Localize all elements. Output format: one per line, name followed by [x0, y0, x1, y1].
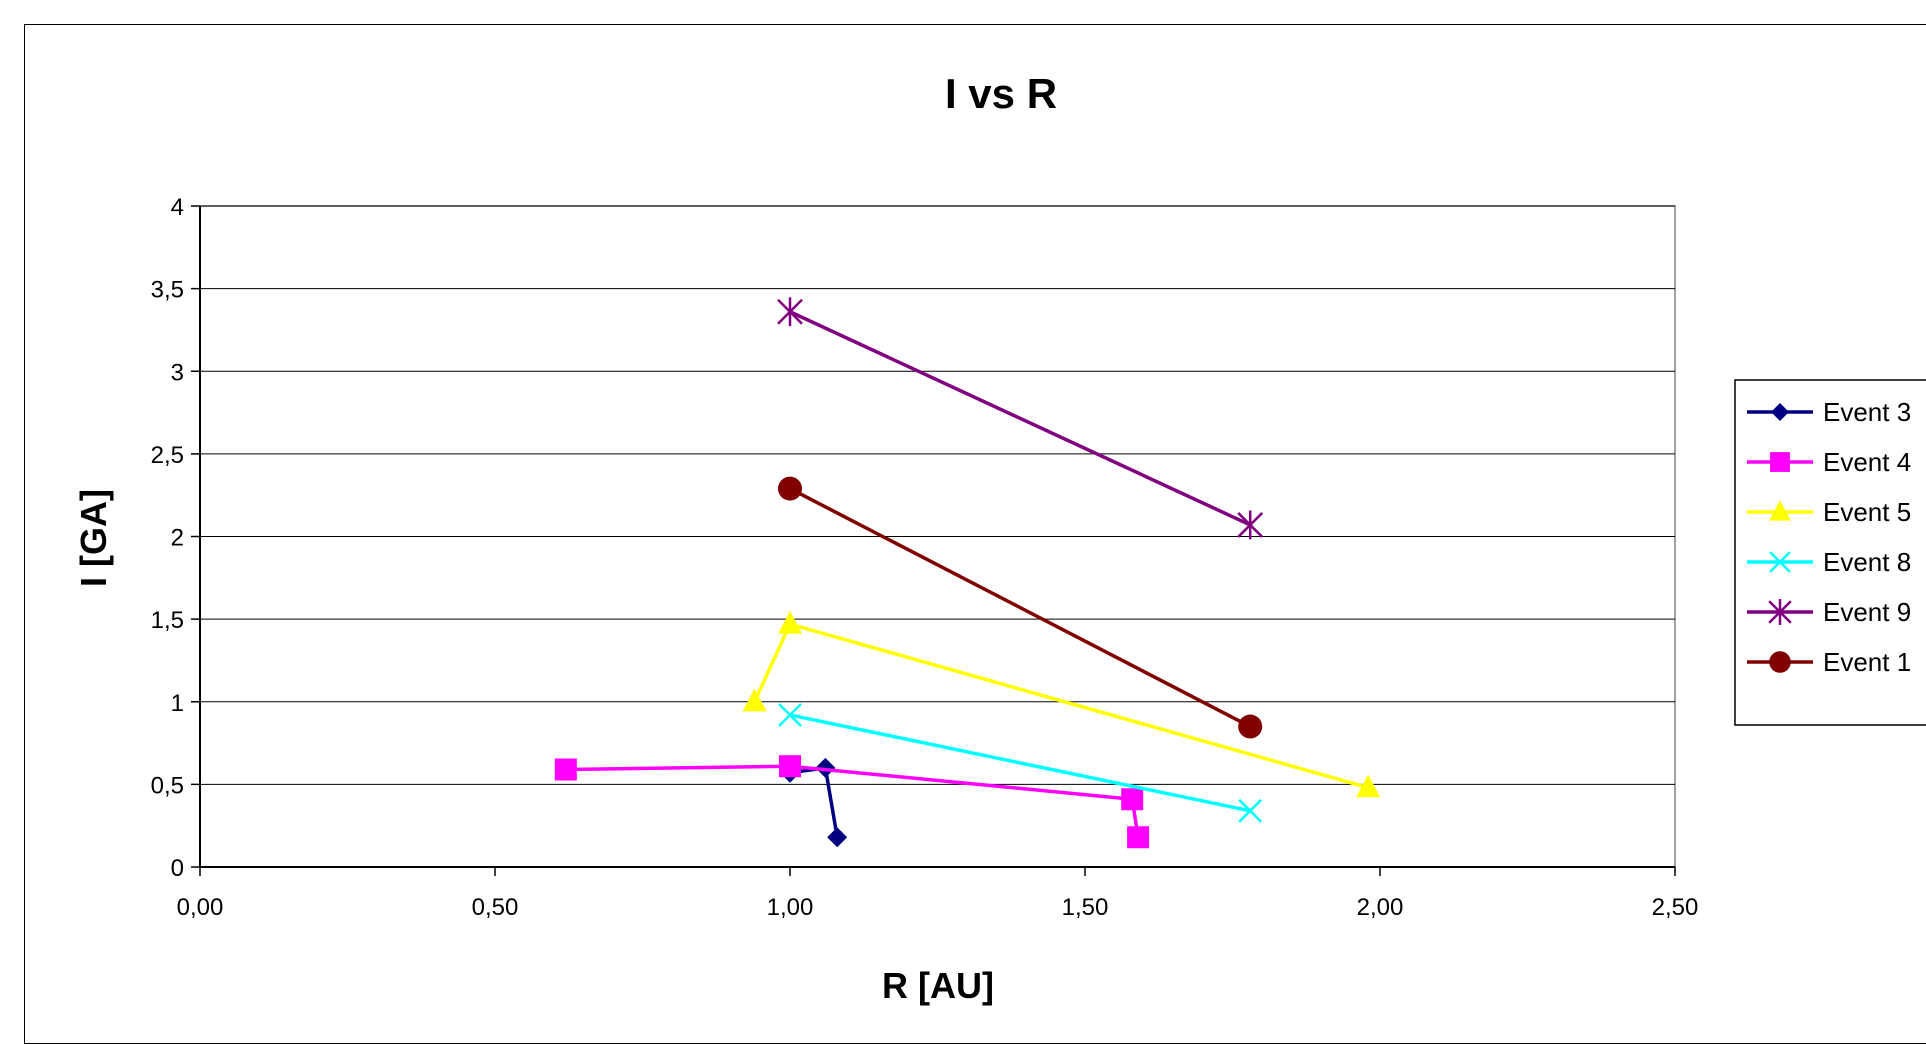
y-tick-label: 3,5	[151, 277, 184, 304]
legend-label: Event 3	[1823, 397, 1911, 427]
legend-label: Event 1	[1823, 647, 1911, 677]
legend-marker	[1769, 500, 1791, 521]
tick-labels: 0 0,5 1 1,5 2 2,5 3 3,5 4 0,00 0,50 1,00 1,50 2,00 2,5…	[151, 194, 1699, 921]
data-point-event-9	[1237, 510, 1264, 540]
data-point-event-8	[1238, 798, 1263, 823]
y-tick-label: 2,5	[151, 442, 184, 469]
x-axis-label: R [AU]	[882, 965, 994, 1006]
legend-item-event-8: Event 8	[1747, 547, 1911, 577]
legend-box	[1734, 379, 1926, 726]
data-point-event-4	[554, 758, 577, 781]
series-event-8	[778, 703, 1263, 823]
legend-label: Event 4	[1823, 447, 1911, 477]
y-tick-label: 4	[171, 194, 184, 221]
legend-marker	[1768, 599, 1792, 625]
y-tick-label: 2	[171, 525, 184, 552]
legend-label: Event 5	[1823, 497, 1911, 527]
series-event-5	[742, 610, 1381, 798]
legend-item-event-9: Event 9	[1747, 597, 1911, 627]
legend-item-event-1: Event 1	[1747, 647, 1911, 677]
data-point-event-8	[778, 703, 802, 727]
series-event-1	[778, 476, 1263, 739]
data-point-event-5	[1356, 774, 1381, 798]
x-tick-label: 0,00	[177, 894, 224, 921]
legend-label: Event 8	[1823, 547, 1911, 577]
legend: Event 3 Event 4 Event 5 Event 8 Event 9 Event…	[1734, 379, 1926, 726]
y-tick-label: 0	[171, 855, 184, 882]
data-point-event-3	[827, 827, 848, 848]
chart-title: I vs R	[945, 70, 1057, 117]
y-tick-label: 3	[171, 359, 184, 386]
gridlines	[200, 205, 1675, 785]
series-event-4	[554, 755, 1150, 849]
y-tick-label: 1,5	[151, 607, 184, 634]
data-point-event-1	[1238, 714, 1263, 739]
legend-item-event-4: Event 4	[1747, 447, 1911, 477]
data-point-event-1	[778, 476, 802, 501]
axes	[191, 205, 1676, 876]
x-tick-label: 1,00	[767, 894, 814, 921]
data-point-event-5	[742, 688, 767, 712]
data-point-event-4	[1121, 788, 1144, 811]
legend-item-event-3: Event 3	[1747, 397, 1911, 427]
series-line-event-8	[789, 713, 1251, 813]
legend-marker	[1771, 403, 1789, 421]
series-event-9	[777, 297, 1264, 540]
data-point-event-3	[815, 757, 836, 778]
legend-marker	[1769, 651, 1791, 673]
data-point-event-4	[779, 755, 801, 778]
data-point-event-4	[1127, 826, 1150, 849]
series-layer	[554, 297, 1381, 849]
legend-marker	[1770, 452, 1790, 472]
series-line-event-4	[565, 764, 1140, 838]
y-tick-label: 1	[171, 690, 184, 717]
data-point-event-5	[778, 610, 802, 634]
x-tick-label: 2,50	[1652, 894, 1699, 921]
legend-item-event-5: Event 5	[1747, 497, 1911, 527]
y-axis-label: I [GA]	[73, 489, 114, 587]
series-line-event-9	[789, 310, 1251, 527]
y-tick-label: 0,5	[151, 772, 184, 799]
x-tick-label: 1,50	[1062, 894, 1109, 921]
legend-marker	[1769, 551, 1791, 573]
legend-label: Event 9	[1823, 597, 1911, 627]
data-point-event-9	[777, 297, 803, 327]
x-tick-label: 2,00	[1357, 894, 1404, 921]
x-tick-label: 0,50	[472, 894, 519, 921]
series-line-event-1	[789, 487, 1252, 729]
